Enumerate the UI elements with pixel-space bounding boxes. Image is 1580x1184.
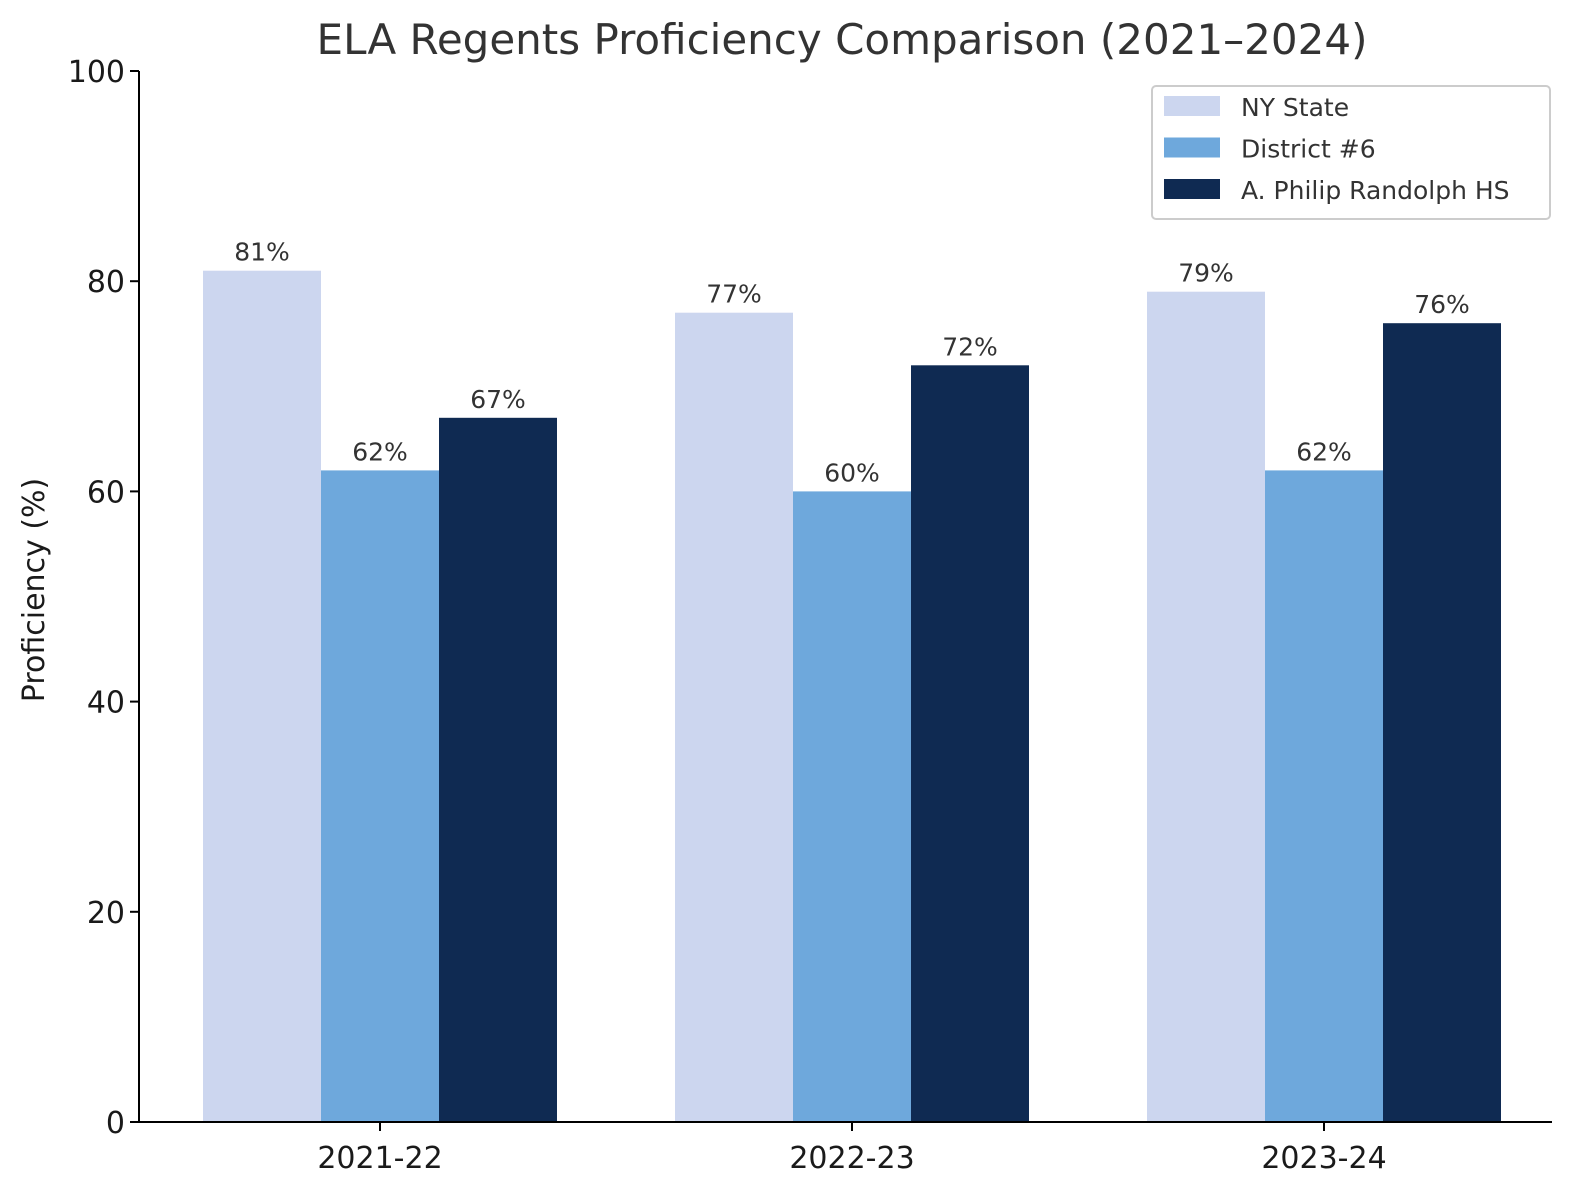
data-label: 62% bbox=[352, 437, 408, 466]
bar-ny-state-2021-22 bbox=[203, 270, 321, 1122]
data-label: 77% bbox=[706, 280, 762, 309]
x-tick-label: 2022-23 bbox=[789, 1141, 914, 1176]
data-label: 60% bbox=[824, 458, 880, 487]
legend: NY State District #6 A. Philip Randolph HS bbox=[1151, 85, 1551, 220]
axes-layer: 0 20 40 60 80 100 2021-22 2022-23 2023-24 bbox=[68, 55, 1552, 1176]
bars-layer bbox=[203, 270, 1501, 1122]
bar-district-6-2021-22 bbox=[321, 470, 439, 1122]
bar-a-philip-randolph-hs-2021-22 bbox=[439, 417, 557, 1122]
bar-ny-state-2023-24 bbox=[1147, 291, 1265, 1122]
y-axis-label: Proficiency (%) bbox=[17, 478, 52, 703]
data-label: 67% bbox=[470, 385, 526, 414]
y-tick-label: 40 bbox=[87, 686, 125, 721]
y-tick-label: 100 bbox=[68, 55, 125, 90]
bar-a-philip-randolph-hs-2023-24 bbox=[1383, 323, 1501, 1122]
y-tick-label: 0 bbox=[106, 1106, 125, 1141]
y-tick-label: 80 bbox=[87, 265, 125, 300]
data-label: 62% bbox=[1296, 437, 1352, 466]
x-tick-label: 2021-22 bbox=[317, 1141, 442, 1176]
bar-district-6-2023-24 bbox=[1265, 470, 1383, 1122]
bar-a-philip-randolph-hs-2022-23 bbox=[911, 365, 1029, 1122]
bar-district-6-2022-23 bbox=[793, 491, 911, 1122]
legend-entry: District #6 bbox=[1241, 135, 1376, 164]
bar-ny-state-2022-23 bbox=[675, 312, 793, 1122]
y-tick-label: 20 bbox=[87, 896, 125, 931]
legend-swatch bbox=[1164, 96, 1220, 116]
data-label: 79% bbox=[1178, 259, 1234, 288]
data-label: 72% bbox=[942, 332, 998, 361]
data-label: 81% bbox=[234, 238, 290, 267]
data-label: 76% bbox=[1414, 290, 1470, 319]
data-labels-layer: 81% 77% 79% 62% 60% 62% 67% 72% 76% bbox=[234, 238, 1470, 488]
legend-entry: A. Philip Randolph HS bbox=[1241, 176, 1510, 205]
legend-swatch bbox=[1164, 179, 1220, 199]
y-tick-label: 60 bbox=[87, 475, 125, 510]
chart-title: ELA Regents Proficiency Comparison (2021… bbox=[317, 15, 1368, 64]
legend-entry: NY State bbox=[1241, 93, 1349, 122]
x-tick-label: 2023-24 bbox=[1261, 1141, 1386, 1176]
legend-frame bbox=[1151, 85, 1551, 220]
legend-swatch bbox=[1164, 137, 1220, 158]
